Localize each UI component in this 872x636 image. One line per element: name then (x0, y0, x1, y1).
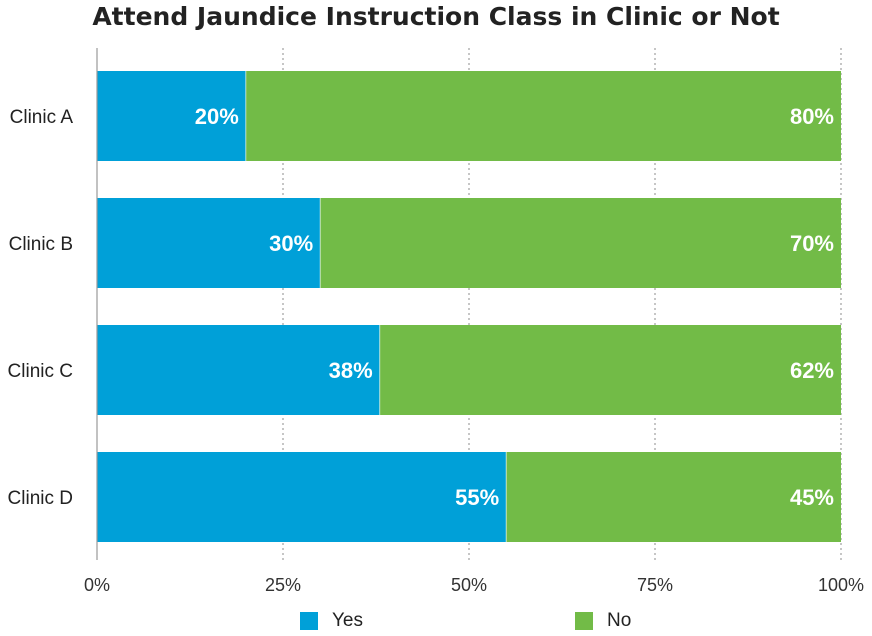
data-labels: 20% 80% 30% 70% 38% 62% 55% 45% (195, 104, 834, 510)
category-label: Clinic B (9, 234, 73, 255)
bar-yes-2 (97, 198, 321, 288)
x-tick-label: 25% (265, 575, 301, 595)
bar-yes-3 (97, 325, 380, 415)
axes: 0% 25% 50% 75% 100% Clinic A Clinic B Clinic C C… (8, 48, 864, 595)
data-label-no-3: 62% (790, 358, 834, 383)
x-tick-label: 50% (451, 575, 487, 595)
bar-no-3 (379, 325, 841, 415)
category-label: Clinic C (8, 361, 73, 382)
bar-yes-4 (97, 452, 507, 542)
category-label: Clinic A (10, 107, 74, 128)
bar-no-4 (506, 452, 841, 542)
data-label-no-4: 45% (790, 485, 834, 510)
data-label-no-2: 70% (790, 231, 834, 256)
legend-label: No (607, 610, 632, 631)
legend-item-yes: Yes (300, 610, 363, 632)
x-tick-label: 0% (84, 575, 110, 595)
category-label: Clinic D (8, 488, 73, 509)
data-label-yes-1: 20% (195, 104, 239, 129)
bars (97, 71, 842, 542)
bar-no-2 (320, 198, 841, 288)
legend-swatch-yes (300, 612, 318, 630)
legend-item-no: No (575, 610, 631, 632)
bar-no-1 (245, 71, 842, 161)
legend: Yes No (0, 610, 872, 636)
data-label-yes-3: 38% (329, 358, 373, 383)
data-label-no-1: 80% (790, 104, 834, 129)
data-label-yes-2: 30% (269, 231, 313, 256)
chart-title: Attend Jaundice Instruction Class in Cli… (92, 2, 780, 31)
x-tick-label: 75% (637, 575, 673, 595)
legend-swatch-no (575, 612, 593, 630)
bar-yes-1 (97, 71, 246, 161)
x-tick-label: 100% (818, 575, 864, 595)
legend-label: Yes (332, 610, 363, 631)
data-label-yes-4: 55% (455, 485, 499, 510)
